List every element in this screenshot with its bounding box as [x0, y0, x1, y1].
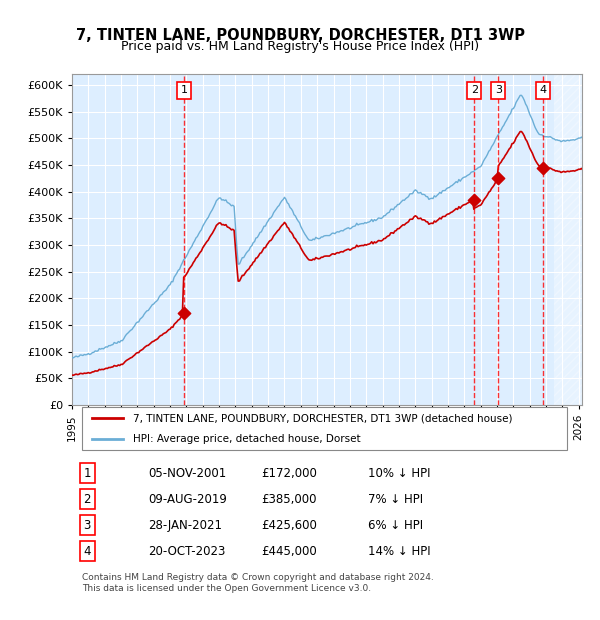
Text: 7, TINTEN LANE, POUNDBURY, DORCHESTER, DT1 3WP: 7, TINTEN LANE, POUNDBURY, DORCHESTER, D… — [76, 28, 524, 43]
Text: Price paid vs. HM Land Registry's House Price Index (HPI): Price paid vs. HM Land Registry's House … — [121, 40, 479, 53]
Text: 4: 4 — [539, 86, 547, 95]
Point — [469, 195, 479, 205]
Text: 6% ↓ HPI: 6% ↓ HPI — [368, 519, 423, 532]
Text: £172,000: £172,000 — [261, 467, 317, 480]
Text: 20-OCT-2023: 20-OCT-2023 — [149, 545, 226, 558]
Text: 14% ↓ HPI: 14% ↓ HPI — [368, 545, 430, 558]
Text: 05-NOV-2001: 05-NOV-2001 — [149, 467, 227, 480]
Point — [179, 308, 189, 318]
Point — [538, 163, 548, 173]
Text: 28-JAN-2021: 28-JAN-2021 — [149, 519, 223, 532]
Text: £385,000: £385,000 — [261, 493, 317, 506]
Text: HPI: Average price, detached house, Dorset: HPI: Average price, detached house, Dors… — [133, 435, 361, 445]
Text: 4: 4 — [83, 545, 91, 558]
FancyBboxPatch shape — [82, 407, 567, 451]
Bar — [554, 74, 582, 405]
Point — [494, 173, 503, 183]
Text: 10% ↓ HPI: 10% ↓ HPI — [368, 467, 430, 480]
Text: 1: 1 — [181, 86, 187, 95]
Text: 7, TINTEN LANE, POUNDBURY, DORCHESTER, DT1 3WP (detached house): 7, TINTEN LANE, POUNDBURY, DORCHESTER, D… — [133, 414, 513, 423]
Text: 7% ↓ HPI: 7% ↓ HPI — [368, 493, 423, 506]
Text: £445,000: £445,000 — [261, 545, 317, 558]
Text: 2: 2 — [83, 493, 91, 506]
Text: 09-AUG-2019: 09-AUG-2019 — [149, 493, 227, 506]
Text: 3: 3 — [495, 86, 502, 95]
Text: £425,600: £425,600 — [261, 519, 317, 532]
Text: 2: 2 — [471, 86, 478, 95]
Text: 1: 1 — [83, 467, 91, 480]
Text: Contains HM Land Registry data © Crown copyright and database right 2024.
This d: Contains HM Land Registry data © Crown c… — [82, 573, 434, 593]
Text: 3: 3 — [83, 519, 91, 532]
